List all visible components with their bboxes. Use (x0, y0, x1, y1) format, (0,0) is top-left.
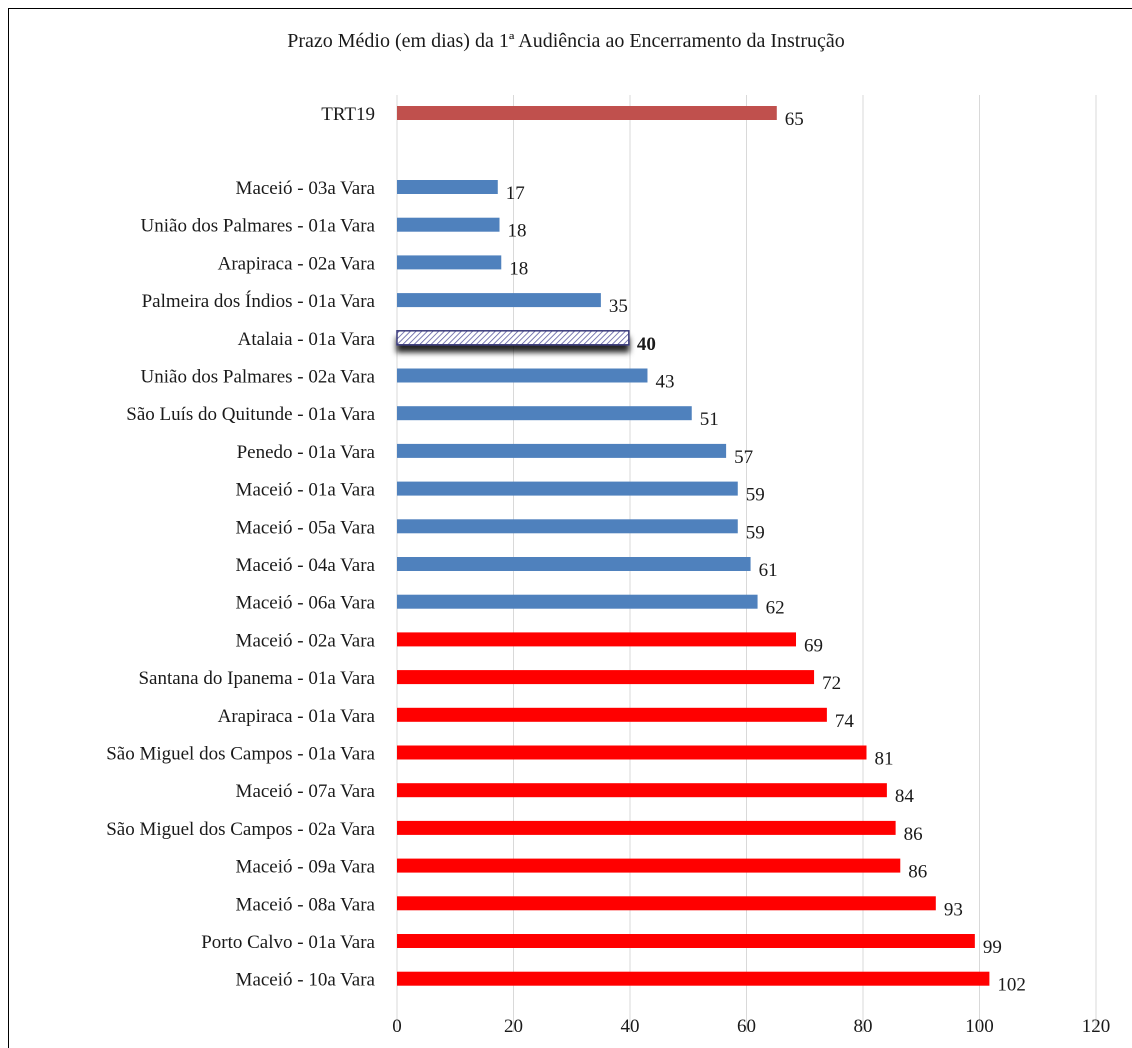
category-label: Santana do Ipanema - 01a Vara (138, 668, 375, 689)
bar (397, 745, 867, 760)
value-label: 59 (746, 485, 765, 506)
bar (397, 293, 601, 308)
bar (397, 481, 738, 496)
bar (397, 820, 896, 835)
category-label: Arapiraca - 01a Vara (218, 706, 376, 727)
bar (397, 255, 502, 270)
value-label: 69 (804, 635, 823, 656)
bar (397, 896, 936, 911)
category-label: TRT19 (321, 104, 375, 125)
value-label: 93 (944, 899, 963, 920)
bar (397, 557, 751, 571)
category-label: São Luís do Quitunde - 01a Vara (126, 404, 375, 425)
value-label: 62 (766, 598, 785, 619)
value-label: 35 (609, 296, 628, 317)
x-tick-label: 100 (965, 1016, 994, 1037)
value-label: 65 (785, 109, 804, 130)
bar (397, 106, 777, 120)
bar (397, 594, 758, 609)
category-label: Maceió - 01a Vara (236, 480, 376, 501)
x-tick-label: 80 (854, 1016, 873, 1037)
bar (397, 783, 887, 798)
category-label: Maceió - 09a Vara (236, 857, 376, 878)
bar (397, 971, 990, 986)
category-label: São Miguel dos Campos - 01a Vara (106, 744, 375, 765)
bar (397, 632, 797, 647)
value-label: 18 (509, 258, 528, 279)
bar (397, 368, 648, 383)
category-label: União dos Palmares - 02a Vara (141, 367, 376, 388)
value-label: 61 (759, 560, 778, 581)
value-label: 86 (904, 824, 923, 845)
value-label: 72 (822, 673, 841, 694)
value-label: 84 (895, 786, 915, 807)
bar (397, 406, 692, 421)
chart-title: Prazo Médio (em dias) da 1ª Audiência ao… (287, 30, 845, 52)
bar (397, 858, 901, 873)
category-label: Maceió - 04a Vara (236, 555, 376, 576)
value-label: 51 (700, 409, 719, 430)
bar (397, 707, 827, 722)
value-label: 86 (908, 862, 927, 883)
bar (397, 180, 498, 194)
category-label: Porto Calvo - 01a Vara (201, 932, 375, 953)
category-label: Penedo - 01a Vara (237, 442, 376, 463)
x-tick-label: 60 (737, 1016, 756, 1037)
value-label: 81 (874, 749, 893, 770)
value-label: 57 (734, 447, 753, 468)
value-label: 40 (637, 334, 656, 355)
bar (397, 934, 975, 948)
category-label: Maceió - 06a Vara (236, 593, 376, 614)
bar-highlighted (396, 330, 630, 346)
value-label: 102 (997, 975, 1026, 996)
category-label: Palmeira dos Índios - 01a Vara (142, 290, 376, 312)
value-label: 43 (655, 372, 674, 393)
bar (397, 217, 500, 232)
value-label: 59 (746, 522, 765, 543)
category-label: Maceió - 07a Vara (236, 781, 376, 802)
category-label: Maceió - 03a Vara (236, 178, 376, 199)
x-tick-label: 20 (504, 1016, 523, 1037)
category-label: Arapiraca - 02a Vara (218, 253, 376, 274)
bar (397, 443, 727, 458)
category-label: Maceió - 02a Vara (236, 630, 376, 651)
x-tick-label: 120 (1082, 1016, 1111, 1037)
category-label: Maceió - 08a Vara (236, 894, 376, 915)
bar (397, 670, 815, 685)
category-label: União dos Palmares - 01a Vara (141, 216, 376, 237)
value-label: 99 (983, 937, 1002, 958)
value-label: 18 (508, 221, 527, 242)
value-label: 17 (506, 183, 525, 204)
x-tick-label: 40 (621, 1016, 640, 1037)
value-label: 74 (835, 711, 855, 732)
category-label: São Miguel dos Campos - 02a Vara (106, 819, 375, 840)
category-label: Maceió - 10a Vara (236, 970, 376, 991)
x-tick-label: 0 (392, 1016, 402, 1037)
category-label: Atalaia - 01a Vara (238, 329, 376, 350)
bar (397, 519, 738, 534)
category-label: Maceió - 05a Vara (236, 517, 376, 538)
